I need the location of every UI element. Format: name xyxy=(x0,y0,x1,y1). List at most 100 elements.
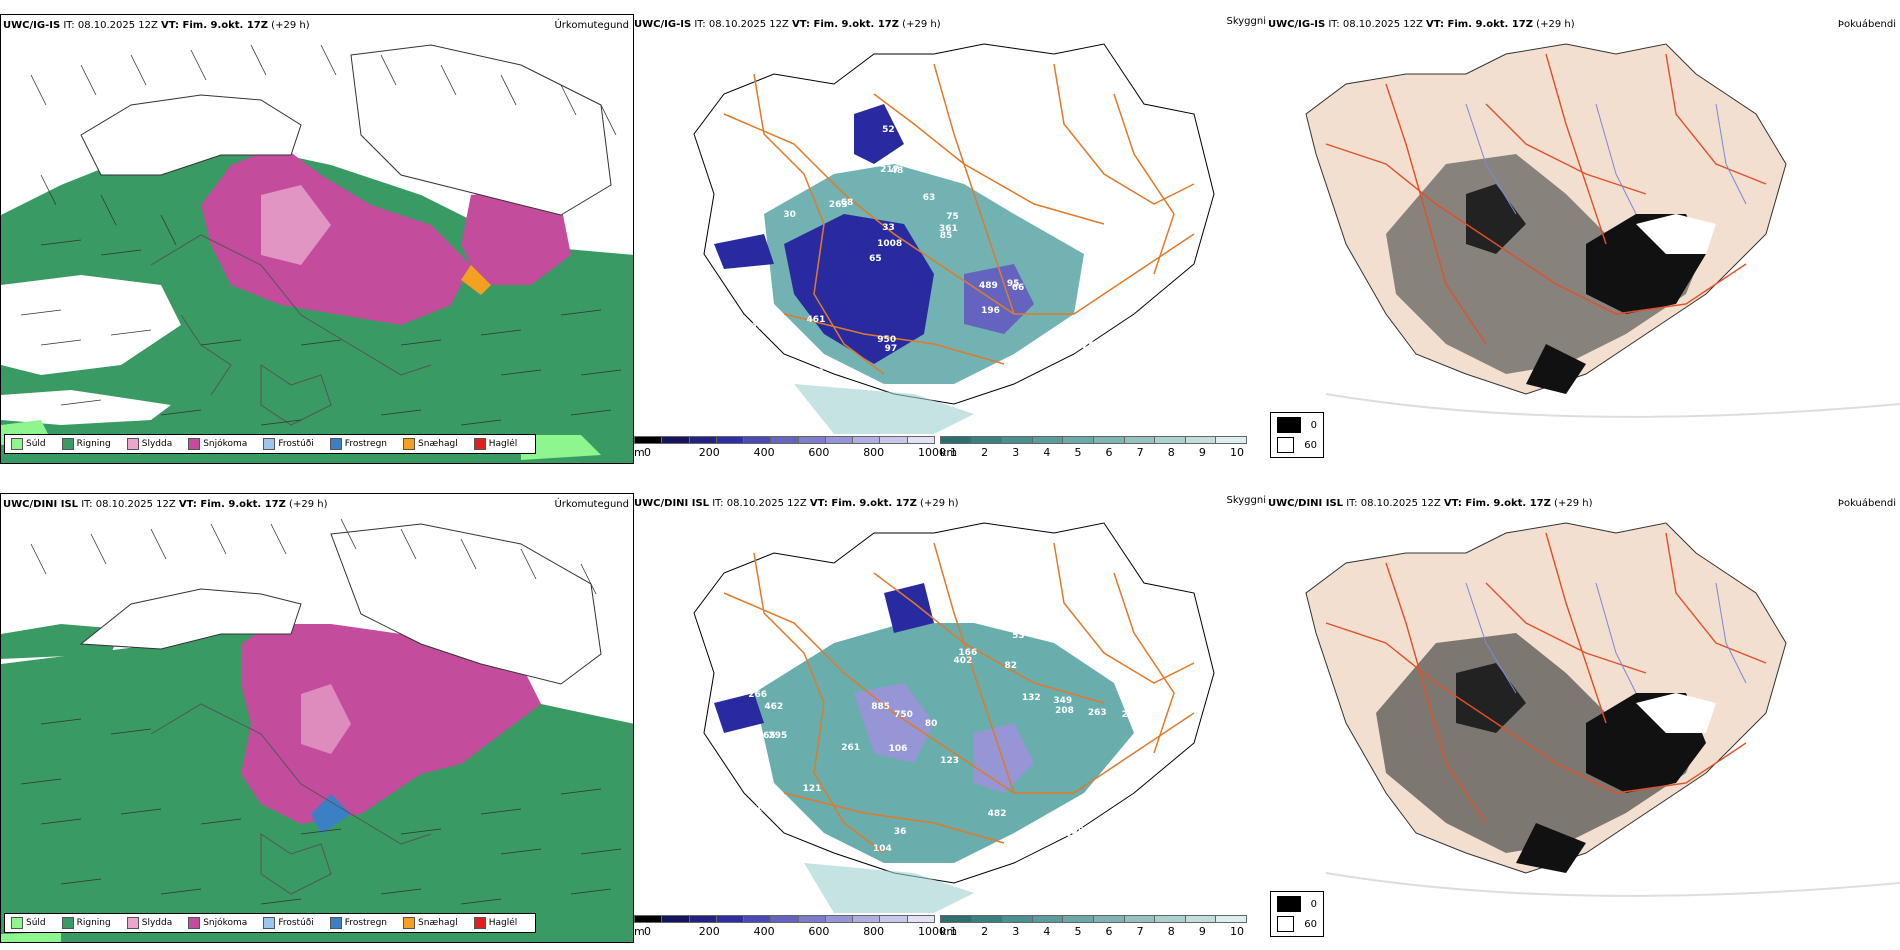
legend-item: Súld xyxy=(11,917,46,929)
colorbar-cell xyxy=(1001,915,1033,923)
ceiling-value-label: 65 xyxy=(869,254,882,265)
ceiling-value-label: 52 xyxy=(757,316,771,327)
colorbar-cell xyxy=(770,436,799,444)
ceiling-value-label: 305 xyxy=(1053,371,1073,382)
colorbar-cell xyxy=(1062,915,1094,923)
colorbar-tick-label: 1 xyxy=(950,446,957,459)
precip-map-igis xyxy=(1,15,633,463)
ceiling-colorbar-igis: m 0 200 400 600 800 1000 xyxy=(634,436,946,460)
ceiling-colorbar-dini: m 0 200 400 600 800 1000 xyxy=(634,915,946,939)
ceiling-value-label: 119 xyxy=(745,322,765,333)
legend-swatch-freezing-drizzle xyxy=(263,438,276,450)
ceiling-value-label: 49 xyxy=(850,596,863,607)
ceiling-value-label: 55 xyxy=(975,178,988,189)
fog-title-dini: Þokuábendi xyxy=(1837,498,1896,509)
fog-header-dini: UWC/DINI ISL IT: 08.10.2025 12Z VT: Fim.… xyxy=(1268,498,1593,509)
colorbar-tick-label: 9 xyxy=(1198,925,1206,938)
colorbar-unit: m xyxy=(634,446,645,459)
colorbar-tick-label: 3 xyxy=(1012,925,1020,938)
colorbar-tick-label: 800 xyxy=(863,446,885,459)
ceiling-value-label: 402 xyxy=(953,656,973,667)
colorbar-cell xyxy=(743,915,772,923)
colorbar-tick-label: 7 xyxy=(1136,925,1144,938)
ceiling-value-label: 203 xyxy=(750,162,769,173)
ceiling-value-label: 306 xyxy=(1127,707,1147,718)
ceiling-value-label: 40 xyxy=(956,869,969,880)
colorbar-tick-label: 6 xyxy=(1105,446,1113,459)
legend-swatch-snow-grains xyxy=(403,438,416,450)
fog-key-swatch-dark xyxy=(1277,417,1301,433)
fog-panel-igis: UWC/IG-IS IT: 08.10.2025 12Z VT: Fim. 9.… xyxy=(1266,14,1900,464)
legend-item: Slydda xyxy=(126,917,172,929)
colorbar-tick-label: 2 xyxy=(981,446,989,459)
fog-key-swatch-dark xyxy=(1277,896,1301,912)
visibility-map-dini xyxy=(634,493,1266,943)
ceiling-value-label: 263 xyxy=(1087,707,1107,718)
ceiling-value-label: 132 xyxy=(1021,692,1041,703)
ceiling-value-label: 461 xyxy=(806,314,826,325)
ceiling-value-label: 99 xyxy=(738,748,751,759)
ceiling-value-label: 462 xyxy=(764,702,784,713)
ceiling-value-label: 72 xyxy=(750,857,764,868)
ceiling-value-label: 97 xyxy=(884,344,898,355)
ceiling-value-label: 69 xyxy=(1107,601,1120,612)
legend-item: Frostúði xyxy=(263,438,314,450)
colorbar-cell xyxy=(906,436,935,444)
precip-type-panel-igis: UWC/IG-IS IT: 08.10.2025 12Z VT: Fim. 9.… xyxy=(0,14,634,464)
ceiling-value-label: 61 xyxy=(840,608,853,619)
legend-item: Snæhagl xyxy=(403,917,458,929)
visibility-title-igis: Skyggni xyxy=(1226,16,1266,27)
precip-legend-dini: Súld Rigning Slydda Snjókoma Frostúði Fr… xyxy=(4,913,537,933)
ceiling-value-label: 91 xyxy=(1069,174,1082,185)
colorbar-tick-label: 1000 xyxy=(918,925,946,938)
colorbar-cell xyxy=(1031,436,1064,444)
ceiling-value-label: 352 xyxy=(730,377,750,388)
colorbar-cell xyxy=(1123,436,1156,444)
visibility-header-dini: UWC/DINI ISL IT: 08.10.2025 12Z VT: Fim.… xyxy=(634,498,959,509)
colorbar-cell xyxy=(852,915,881,923)
colorbar-tick-label: 10 xyxy=(1230,446,1244,459)
ceiling-value-label: 44 xyxy=(1087,371,1100,382)
legend-swatch-freezing-rain xyxy=(329,917,342,929)
ceiling-value-label: 361 xyxy=(939,223,958,234)
ceiling-value-label: 241 xyxy=(764,375,784,386)
colorbar-cell xyxy=(1093,915,1125,923)
colorbar-cell xyxy=(797,436,826,444)
legend-item: Slydda xyxy=(126,438,172,450)
ceiling-value-label: 30 xyxy=(783,210,796,221)
colorbar-cell xyxy=(634,436,663,444)
ceiling-value-label: 95 xyxy=(1006,279,1020,290)
colorbar-unit: km xyxy=(940,925,958,938)
precip-map-dini xyxy=(1,494,633,942)
colorbar-cell xyxy=(1215,436,1247,444)
ceiling-value-label: 224 xyxy=(925,386,945,397)
precip-header-dini: UWC/DINI ISL IT: 08.10.2025 12Z VT: Fim.… xyxy=(3,499,328,510)
colorbar-tick-label: 0 xyxy=(644,446,651,459)
colorbar-cell xyxy=(1184,436,1217,444)
colorbar-cell xyxy=(940,915,972,923)
colorbar-tick-label: 3 xyxy=(1012,446,1020,459)
legend-item: Rigning xyxy=(61,917,111,929)
legend-swatch-freezing-rain xyxy=(329,438,342,450)
colorbar-cell xyxy=(970,915,1003,923)
ceiling-value-label: 261 xyxy=(841,743,861,754)
ceiling-value-label: 257 xyxy=(736,638,756,649)
colorbar-cell xyxy=(879,436,908,444)
precip-type-panel-dini: UWC/DINI ISL IT: 08.10.2025 12Z VT: Fim.… xyxy=(0,493,634,943)
legend-swatch-hail xyxy=(473,917,486,929)
precip-title-dini: Úrkomutegund xyxy=(554,499,629,510)
colorbar-cell xyxy=(1154,436,1186,444)
ceiling-value-label: 33 xyxy=(882,223,895,233)
fog-key-swatch-light xyxy=(1277,437,1295,453)
legend-swatch-sleet xyxy=(126,917,139,929)
ceiling-value-label: 465 xyxy=(756,730,776,741)
legend-swatch-drizzle xyxy=(11,438,23,450)
ceiling-value-label: 263 xyxy=(828,200,848,211)
colorbar-cell xyxy=(1001,436,1033,444)
ceiling-value-label: 53 xyxy=(1012,630,1025,641)
colorbar-cell xyxy=(634,915,663,923)
colorbar-tick-label: 600 xyxy=(808,446,830,459)
fog-header-igis: UWC/IG-IS IT: 08.10.2025 12Z VT: Fim. 9.… xyxy=(1268,19,1575,30)
colorbar-cell xyxy=(715,915,745,923)
colorbar-cell xyxy=(852,436,881,444)
